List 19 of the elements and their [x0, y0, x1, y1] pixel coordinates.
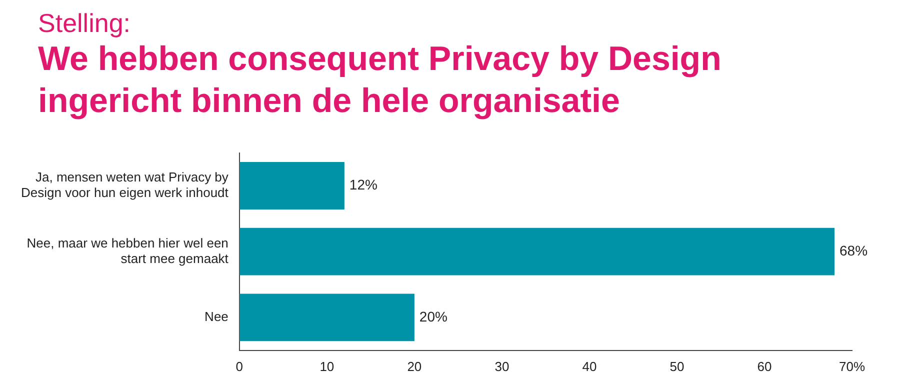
chart-title: We hebben consequent Privacy by Design ingericht binnen de hele organisatie — [38, 39, 722, 122]
bar — [239, 228, 834, 276]
data-label: 12% — [349, 176, 378, 193]
x-tick-label: 50 — [670, 358, 684, 374]
bar — [239, 294, 414, 342]
x-tick-label: 10 — [320, 358, 334, 374]
y-tick-label: Ja, mensen weten wat Privacy by Design voor hun eigen werk inhoudt — [20, 170, 229, 200]
x-tick-label: 0 — [236, 358, 244, 374]
x-tick-label: 40 — [582, 358, 597, 374]
x-tick-label: 60 — [757, 358, 772, 374]
x-tick-label: 30 — [494, 358, 510, 374]
bar — [239, 162, 344, 210]
y-tick-label: Nee — [204, 309, 228, 324]
data-label: 68% — [839, 242, 868, 258]
x-tick-label: 20 — [407, 358, 422, 374]
x-tick-label: 70% — [838, 358, 866, 374]
chart-subtitle: Stelling: — [38, 8, 132, 38]
data-label: 20% — [419, 308, 448, 324]
y-tick-label: Nee, maar we hebben hier wel een start mee gemaakt — [26, 235, 229, 266]
